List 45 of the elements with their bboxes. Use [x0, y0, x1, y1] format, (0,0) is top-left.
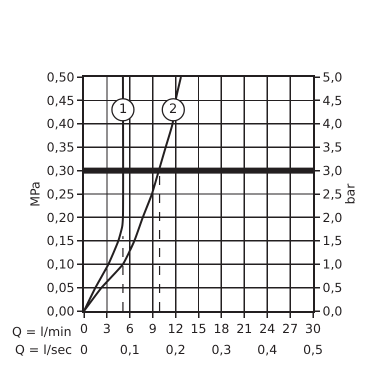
x2-tick-label: 0,1 [120, 342, 140, 358]
y-tick-label: 0,35 [46, 140, 74, 155]
y2-tick-label: 3,5 [322, 140, 342, 155]
y2-tick-label: 1,0 [322, 256, 342, 272]
y2-tick-label: 0,0 [322, 303, 342, 318]
y2-tick-label: 1,5 [322, 233, 342, 248]
x2-tick-label: 0 [80, 342, 88, 358]
x-tick-label: 9 [148, 321, 157, 336]
x-tick-label: 21 [236, 321, 252, 336]
y-tick-label: 0,10 [46, 256, 75, 272]
y-tick-label: 0,05 [46, 280, 74, 295]
y2-tick-label: 0,5 [322, 280, 342, 295]
annotation: 1 [119, 102, 128, 117]
y2-tick-label: 2,0 [322, 210, 342, 225]
y-tick-label: 0,30 [46, 162, 75, 178]
y2-tick-label: 3,0 [322, 162, 342, 178]
x-tick-label: 0 [80, 321, 88, 336]
x2-axis-title: Q = l/sec [15, 342, 72, 357]
y-tick-label: 0,45 [46, 92, 74, 108]
x-tick-label: 6 [126, 321, 134, 336]
y2-axis-title: bar [342, 182, 358, 204]
x-tick-label: 27 [282, 321, 298, 336]
x2-tick-label: 0,4 [257, 342, 278, 358]
annotation: 2 [169, 102, 178, 117]
x2-tick-label: 0,2 [166, 342, 186, 358]
x-tick-label: 30 [305, 321, 321, 336]
y2-tick-label: 2,5 [322, 186, 342, 202]
x-tick-label: 3 [102, 321, 111, 336]
x-tick-label: 12 [168, 321, 184, 336]
y-tick-label: 0,50 [46, 69, 75, 84]
y-tick-label: 0,00 [46, 303, 75, 318]
y-tick-label: 0,25 [46, 186, 74, 202]
x-tick-label: 15 [190, 321, 206, 336]
y2-tick-label: 4,5 [322, 92, 342, 108]
y-tick-label: 0,40 [46, 116, 75, 132]
y-axis-title: MPa [27, 181, 42, 207]
y2-tick-label: 4,0 [322, 116, 342, 132]
x-tick-label: 18 [213, 321, 230, 336]
x2-tick-label: 0,5 [303, 342, 323, 358]
y-tick-label: 0,15 [46, 233, 74, 248]
x-tick-label: 24 [259, 321, 276, 336]
y2-tick-label: 5,0 [322, 69, 342, 84]
x2-tick-label: 0,3 [211, 342, 232, 358]
y-tick-label: 0,20 [46, 210, 75, 225]
x-axis-title: Q = l/min [12, 324, 72, 339]
